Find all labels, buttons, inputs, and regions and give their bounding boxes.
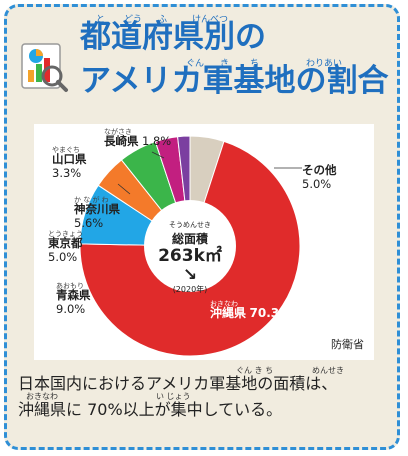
center-kana: そうめんせき	[169, 221, 211, 229]
label-name: その他	[302, 163, 337, 177]
title-ruby: わりあい	[306, 59, 343, 69]
pie-chart-panel: そうめんせき 総面積 263k㎡↘ (2020年) おきなわ 沖縄県 70.3%…	[34, 124, 374, 360]
title-ruby: どう	[124, 15, 143, 25]
caption-ruby: い じょう	[156, 392, 191, 401]
pie-chart	[79, 135, 302, 357]
title-ruby: と	[96, 15, 106, 25]
label-pct: 5.0%	[48, 249, 78, 264]
label-name: 神奈川県	[74, 202, 120, 217]
label-aomori: あおもり 青森県 9.0%	[56, 282, 91, 316]
caption-line-2: 沖縄県に 70%以上が集中している。	[18, 400, 283, 419]
title-line-1: 都道府県別の	[80, 19, 266, 55]
label-tokyo: とうきょう 東京都 5.0%	[48, 230, 83, 264]
title-line-2: アメリカ軍基地の割合	[80, 63, 389, 99]
title-ruby: ふ	[158, 15, 168, 25]
caption-line-1: 日本国内におけるアメリカ軍基地の面積は、	[18, 374, 338, 393]
label-pct: 1.8%	[142, 134, 172, 149]
label-pct: 9.0%	[56, 301, 86, 316]
label-name: 山口県	[52, 152, 87, 167]
center-value: 263k㎡↘	[158, 247, 222, 284]
label-name: 沖縄県	[210, 306, 247, 321]
label-yamaguchi: やまぐち 山口県 3.3%	[52, 146, 87, 180]
leader-line	[117, 183, 131, 195]
title-ruby: ぐん	[186, 59, 205, 69]
source-label: 防衛省	[331, 338, 364, 351]
label-pct: 5.6%	[74, 215, 104, 230]
label-okinawa: おきなわ 沖縄県 70.3%	[210, 300, 291, 321]
caption-ruby: めんせき	[312, 366, 344, 375]
label-nagasaki: ながさき 長崎県 1.8%	[104, 128, 171, 149]
label-pct: 3.3%	[52, 165, 82, 180]
caption-ruby: おきなわ	[26, 392, 58, 401]
label-kana: ながさき	[104, 128, 132, 136]
leader-line	[151, 151, 165, 159]
label-kana: やまぐち	[52, 146, 80, 154]
pie-center-label: そうめんせき 総面積 263k㎡↘ (2020年)	[158, 220, 222, 294]
center-value-text: 263k㎡	[158, 246, 222, 266]
center-year: (2020年)	[172, 285, 208, 295]
label-name: 東京都	[48, 236, 83, 251]
title-ruby: ち	[250, 59, 260, 69]
label-kanagawa: か な が わ 神奈川県 5.6%	[74, 196, 120, 230]
label-pct: 70.3%	[249, 306, 292, 321]
caption: ぐん き ち めんせき 日本国内におけるアメリカ軍基地の面積は、 おきなわ い …	[18, 366, 388, 420]
label-other: その他 5.0%	[302, 163, 337, 191]
label-kana: とうきょう	[48, 230, 83, 238]
label-name: 長崎県	[104, 134, 139, 149]
caption-ruby: ぐん き ち	[236, 366, 274, 375]
label-kana: あおもり	[56, 282, 84, 290]
arrow-icon: ↘	[182, 264, 198, 285]
chart-title: と どう ふ けんべつ 都道府県別の ぐん き ち わりあい アメリカ軍基地の割…	[80, 14, 388, 102]
chart-magnifier-icon	[21, 43, 68, 92]
label-name: 青森県	[56, 288, 91, 303]
center-title: 総面積	[171, 232, 208, 246]
title-ruby: き	[220, 59, 230, 69]
title-ruby: けんべつ	[192, 15, 229, 25]
pie-center-hole	[144, 200, 236, 292]
label-kana: おきなわ	[210, 300, 238, 308]
label-pct: 5.0%	[302, 176, 332, 191]
label-kana: か な が わ	[74, 196, 109, 204]
